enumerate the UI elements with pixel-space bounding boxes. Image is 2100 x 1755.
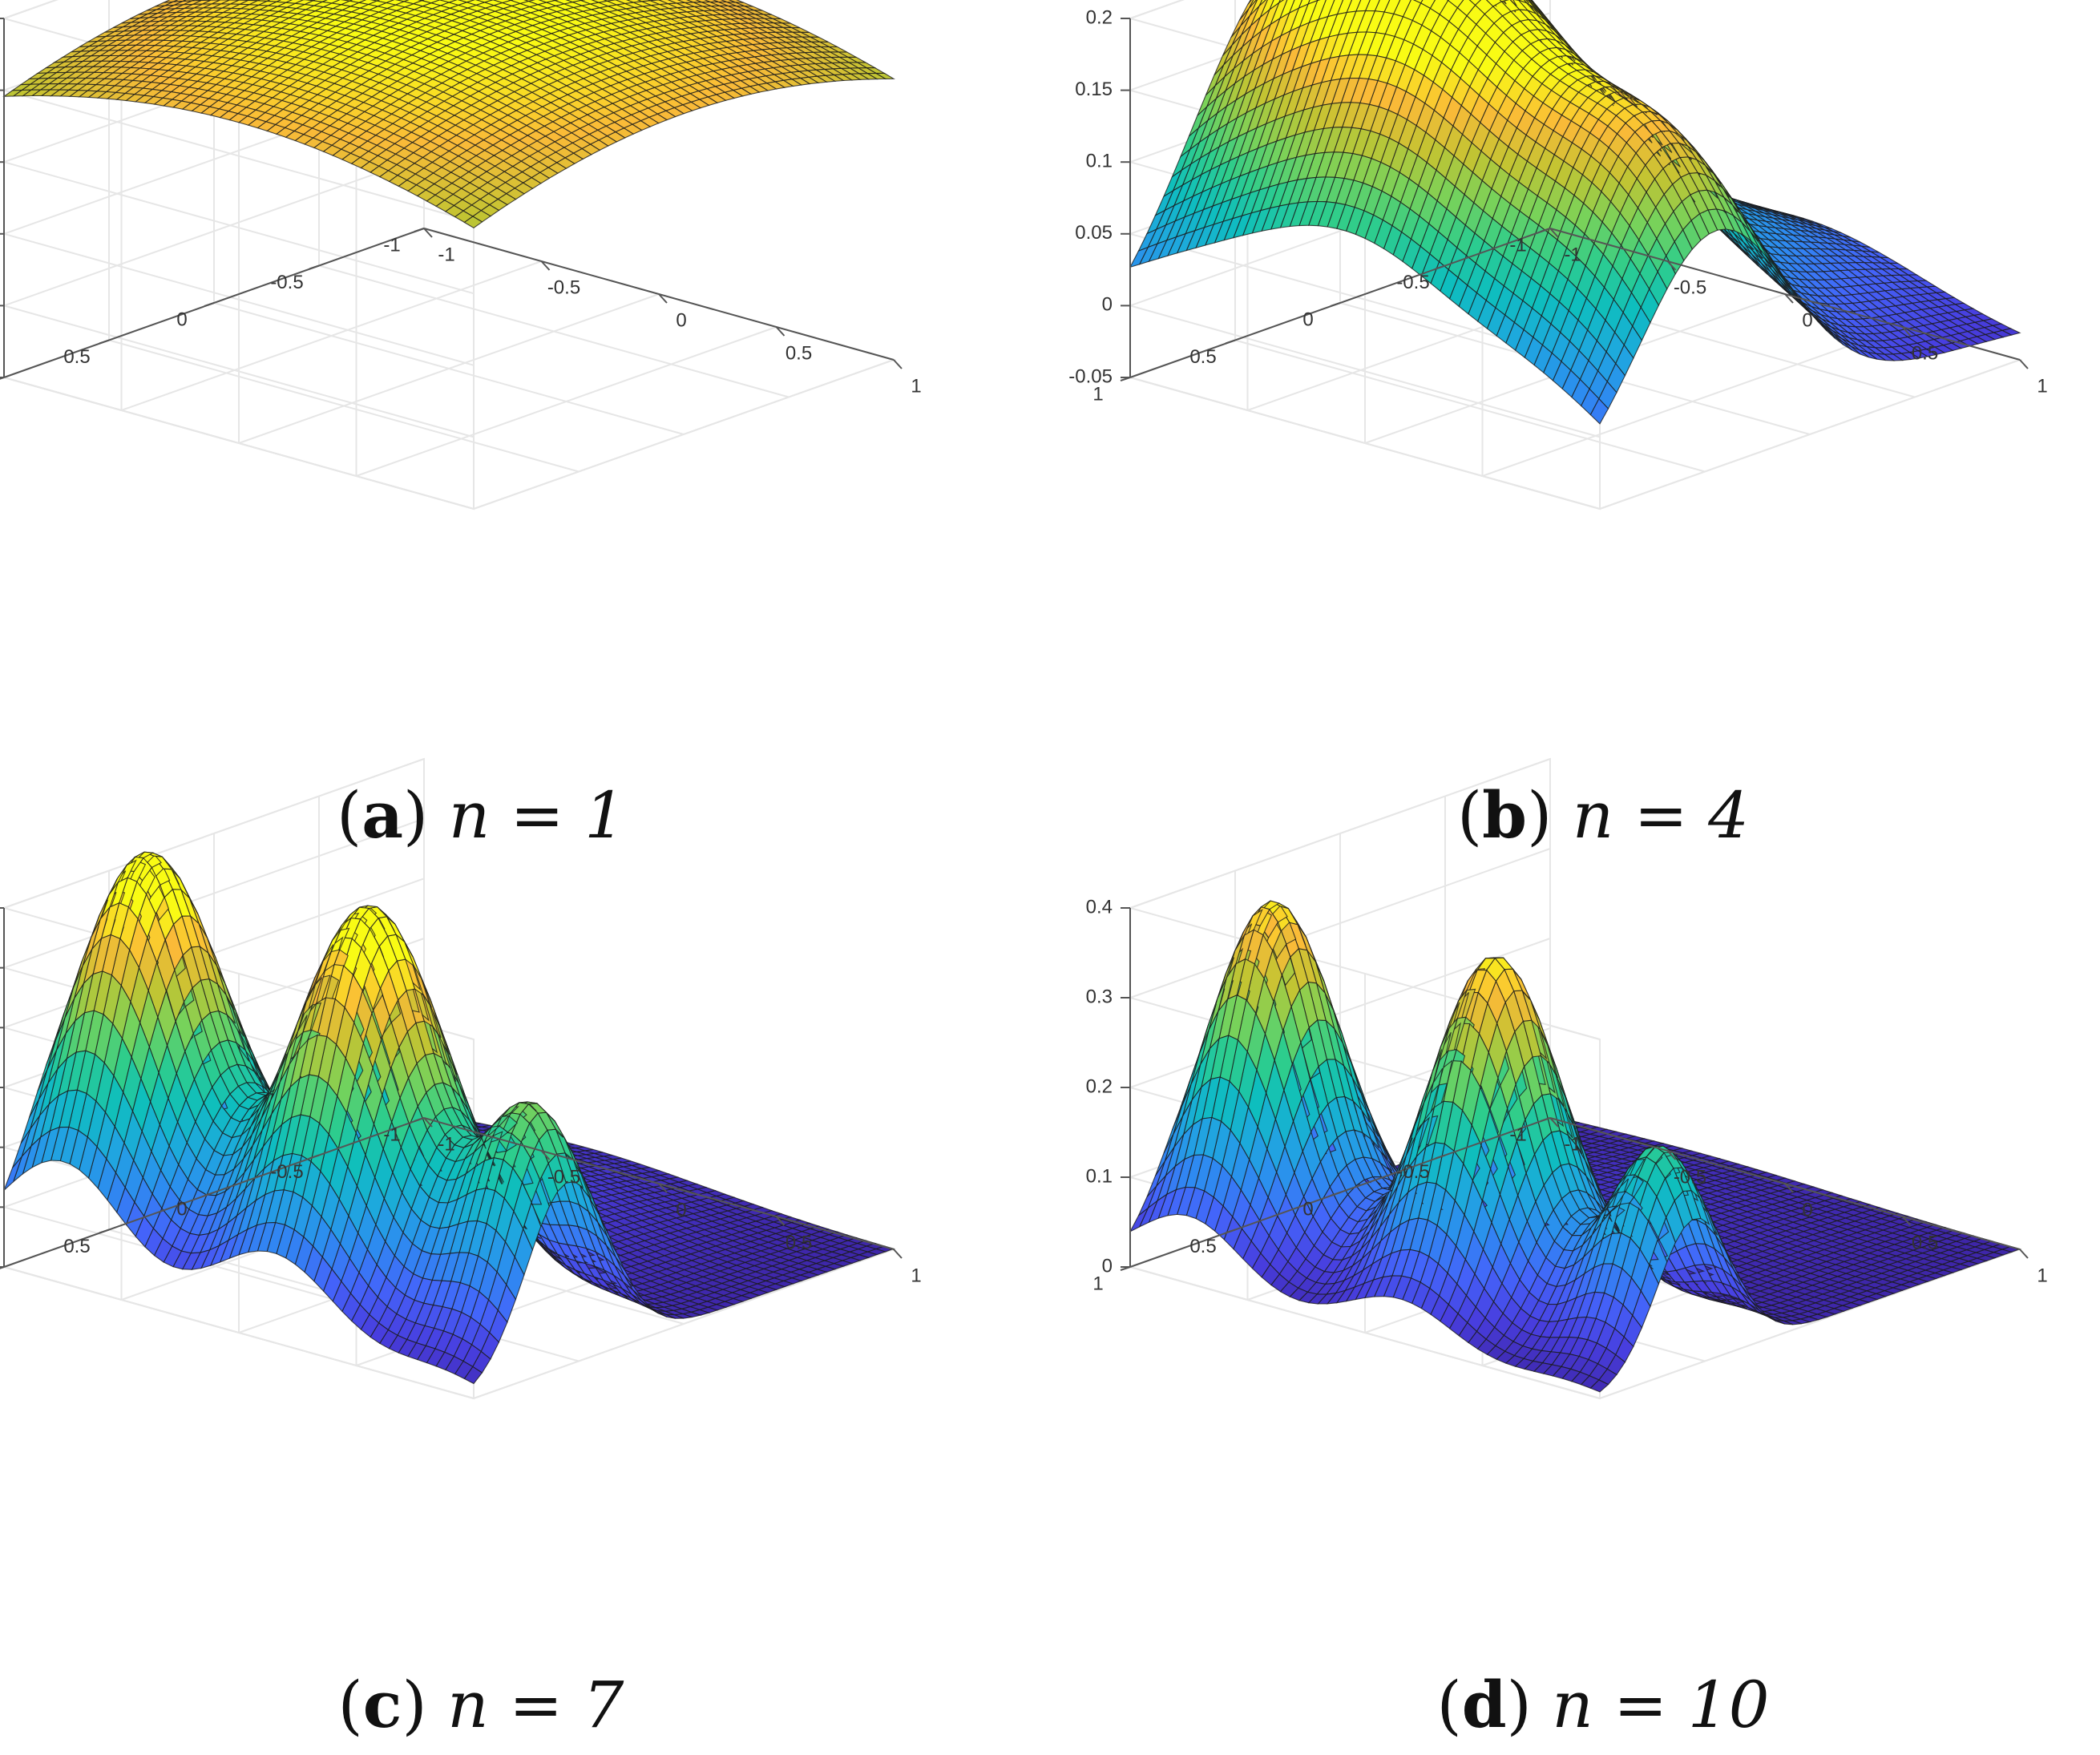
y-tick-label: -1: [383, 234, 400, 256]
grid-line: [3, 89, 475, 223]
grid-line: [3, 377, 475, 510]
surface-plot-a: -1-0.500.51-1-0.500.510.030.040.050.060.…: [0, 0, 922, 510]
surface-plot-b: -1-0.500.51-1-0.500.51-0.0500.050.10.150…: [1068, 0, 2048, 510]
grid-line: [3, 305, 475, 438]
y-tick-label: 0.5: [63, 346, 90, 368]
x-tick-label: 0.5: [785, 342, 812, 364]
y-tick-label: 0: [176, 309, 187, 330]
grid-line: [3, 232, 475, 366]
x-tick-label: 1: [911, 375, 921, 397]
x-tick-label: -1: [438, 244, 454, 265]
x-tick-label: 0: [676, 309, 686, 331]
grid-line: [108, 339, 580, 473]
grid-line: [213, 302, 685, 435]
grid-line: [356, 326, 777, 477]
y-tick-label: -0.5: [270, 272, 303, 293]
surface: [2, 0, 895, 228]
grid-line: [3, 161, 475, 295]
x-tick-label: -0.5: [547, 276, 580, 298]
x-tick: [893, 359, 903, 369]
grid-line: [3, 155, 425, 307]
grid-line: [473, 359, 895, 510]
